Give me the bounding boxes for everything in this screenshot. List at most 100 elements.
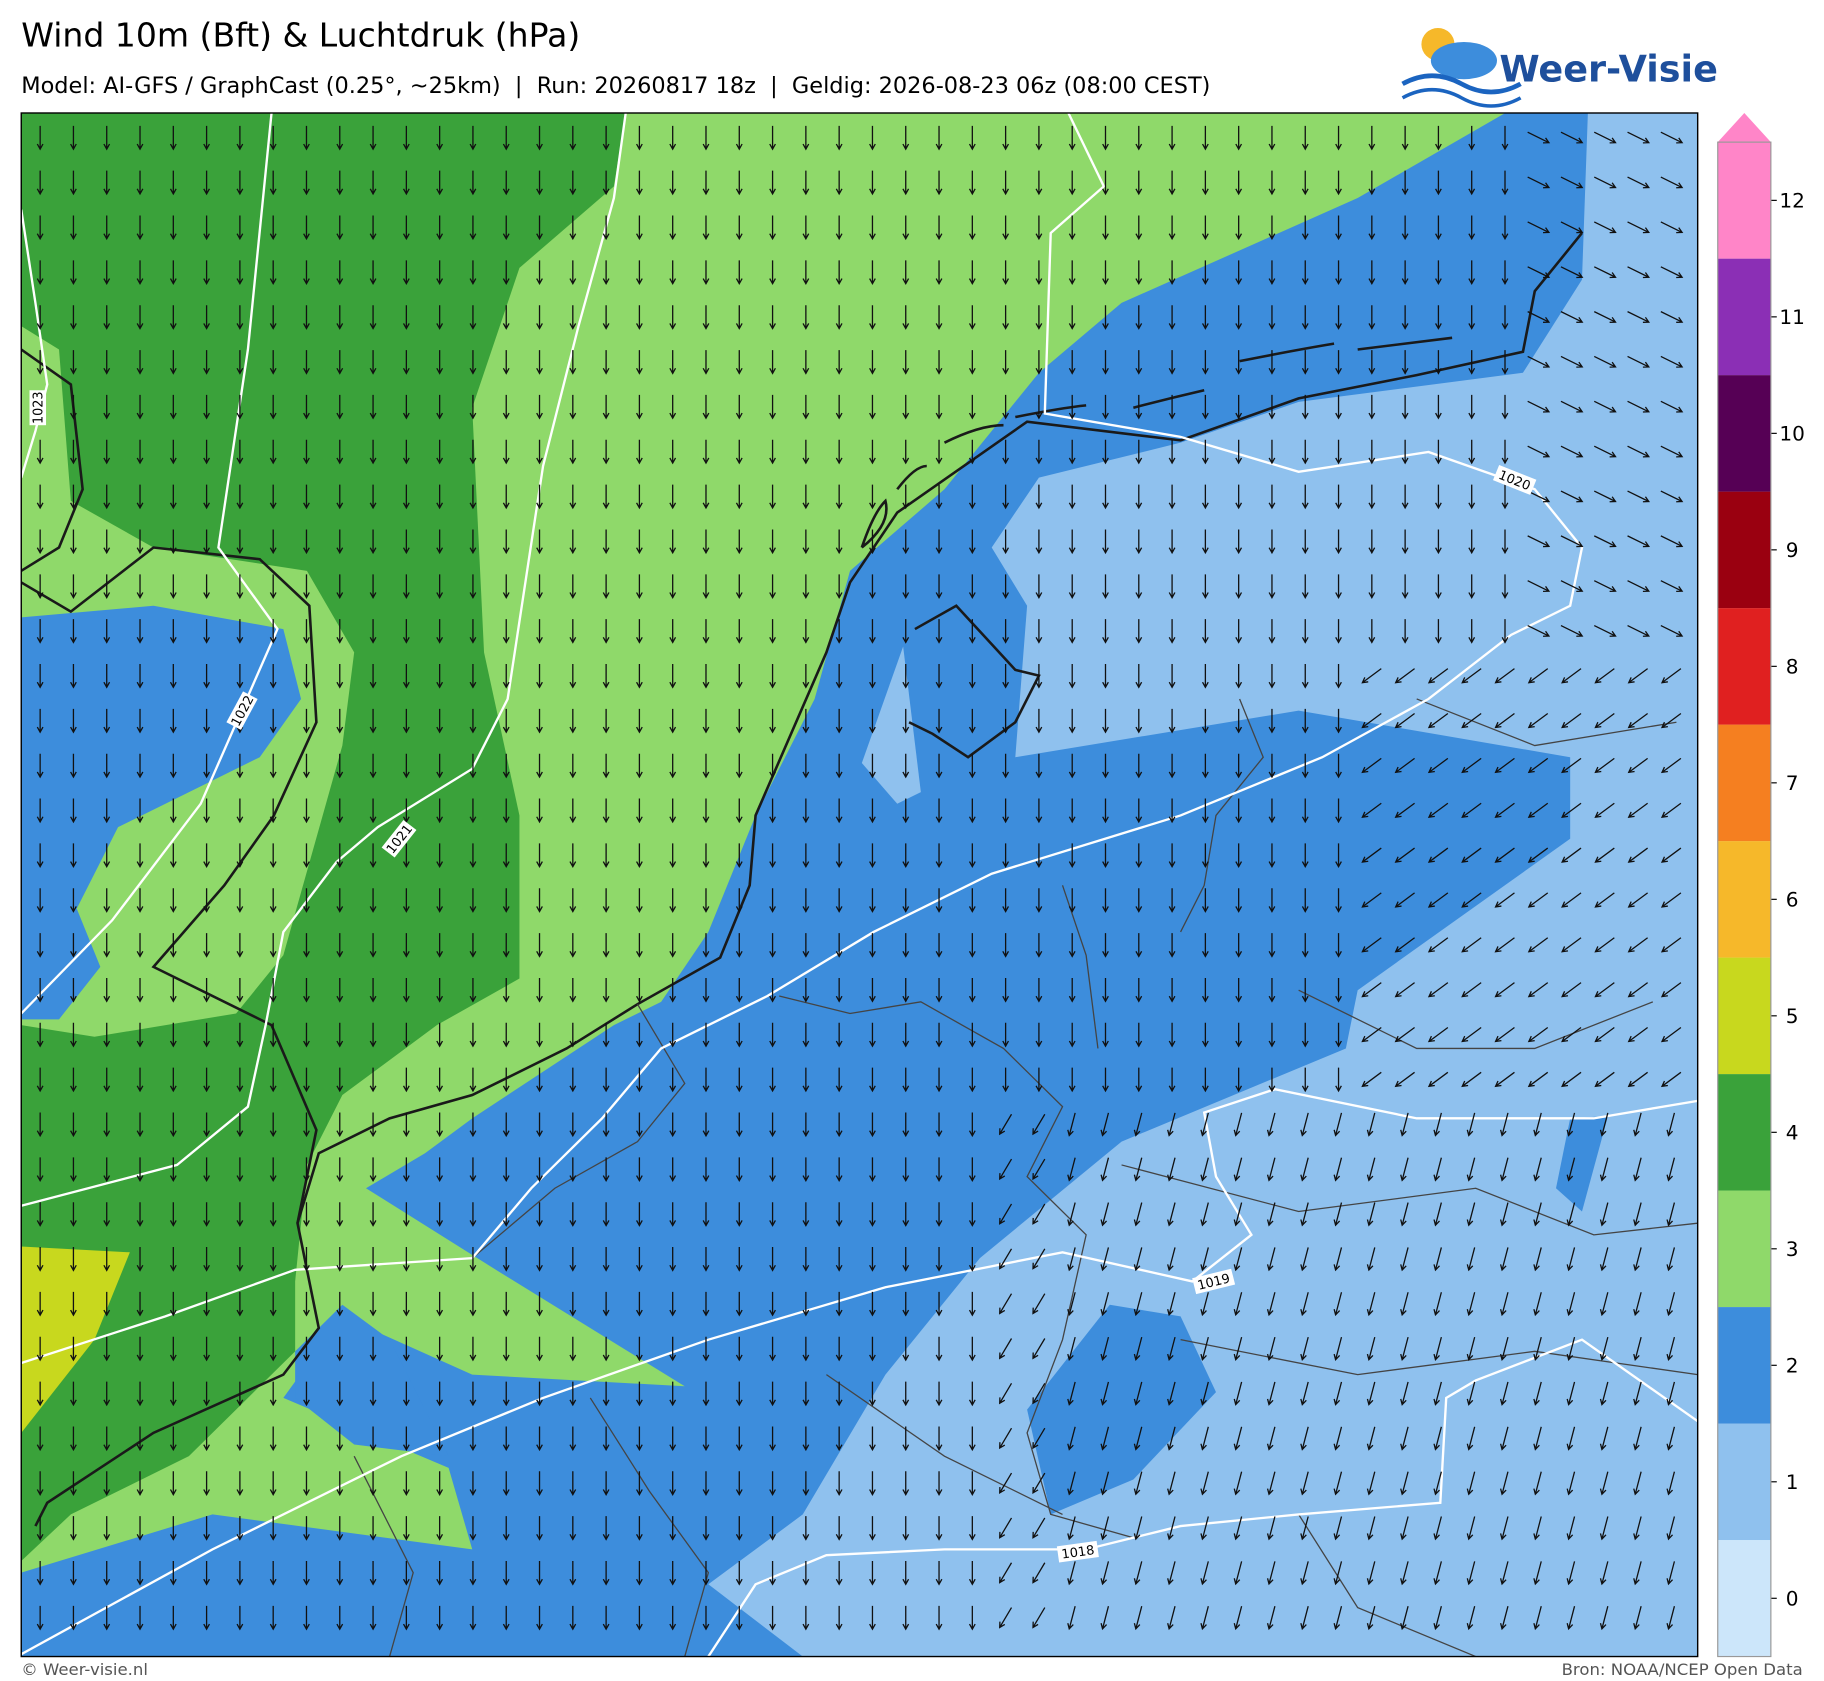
wind-arrow [1067,1112,1076,1137]
wind-arrow [336,1067,344,1093]
colorbar-segment [1717,724,1771,842]
wind-arrow [1400,1606,1409,1631]
wind-arrow [869,619,876,644]
wind-arrow [1533,1202,1542,1227]
wind-arrow [1035,394,1043,420]
wind-arrow [303,708,310,734]
wind-arrow [136,1471,144,1496]
wind-arrow [902,350,910,375]
wind-arrow [1200,1516,1209,1541]
wind-arrow [1666,1112,1676,1137]
wind-arrow [1067,1381,1076,1406]
wind-arrow [1666,1247,1676,1272]
wind-arrow [1135,798,1143,824]
wind-arrow [1533,1471,1542,1496]
wind-arrow [436,1605,444,1631]
wind-arrow [1627,266,1651,279]
wind-arrow [735,977,743,1003]
wind-arrow [636,1291,643,1317]
wind-arrow [1627,668,1649,684]
wind-arrow [1333,1606,1343,1631]
wind-arrow [935,1561,943,1586]
wind-arrow [1466,1112,1476,1137]
wind-arrow [802,753,810,779]
wind-arrow [436,1022,444,1048]
wind-arrow [502,394,510,420]
wind-arrow [769,529,776,555]
wind-arrow [1168,753,1176,779]
wind-arrow [869,170,876,196]
wind-arrow [636,798,643,824]
wind-arrow [536,529,543,555]
wind-arrow [1135,888,1143,913]
wind-arrow [269,1471,277,1496]
wind-arrow [999,1248,1013,1270]
colorbar-label: 7 [1786,772,1799,795]
wind-arrow [1368,439,1376,465]
wind-arrow [1032,1293,1046,1315]
wind-arrow [1468,529,1476,555]
colorbar-segment [1717,1540,1771,1657]
wind-arrow [1627,131,1651,144]
wind-arrow [1002,798,1010,824]
wind-arrow [869,933,876,958]
wind-arrow [1335,888,1342,913]
wind-arrow [702,708,710,734]
wind-arrow [1560,176,1584,189]
wind-arrow [169,215,177,241]
wind-arrow [1660,580,1684,593]
wind-arrow [1566,1471,1576,1496]
wind-arrow [1335,125,1342,151]
wind-arrow [436,1157,444,1182]
wind-arrow [1435,215,1442,241]
wind-arrow [1035,529,1043,555]
wind-arrow [636,843,643,869]
wind-arrow [869,574,876,599]
wind-arrow [369,619,377,644]
wind-arrow [469,1022,477,1048]
wind-arrow [169,1561,177,1586]
wind-arrow [602,1381,610,1407]
wind-arrow [1235,1067,1243,1093]
wind-arrow [502,574,510,599]
wind-arrow [999,1383,1013,1405]
wind-arrow [602,529,610,555]
wind-arrow [236,1605,244,1631]
wind-arrow [1135,708,1143,734]
wind-arrow [1660,937,1682,953]
wind-arrow [1368,529,1376,555]
wind-arrow [1268,1022,1276,1048]
wind-arrow [436,977,444,1003]
wind-arrow [669,1336,677,1362]
wind-arrow [602,1291,610,1317]
wind-arrow [999,1338,1013,1360]
wind-arrow [1266,1471,1276,1496]
wind-arrow [203,798,211,824]
wind-arrow [1035,170,1043,196]
wind-arrow [402,977,410,1003]
wind-arrow [769,664,776,689]
wind-arrow [36,1022,44,1048]
wind-arrow [1468,439,1476,465]
wind-arrow [1200,1336,1209,1362]
wind-arrow [1401,484,1409,510]
wind-arrow [70,215,77,241]
wind-arrow [1201,484,1209,510]
wind-arrow [203,1561,211,1586]
wind-arrow [636,529,643,555]
wind-arrow [669,1291,677,1317]
wind-arrow [1268,1067,1276,1093]
wind-arrow [669,1157,677,1182]
wind-arrow [835,1381,843,1407]
wind-arrow [369,1247,377,1272]
wind-arrow [1599,1336,1609,1362]
wind-arrow [636,708,643,734]
wind-arrow [402,574,410,599]
wind-arrow [769,753,776,779]
wind-arrow [569,843,577,869]
wind-arrow [735,305,743,330]
wind-arrow [735,125,743,151]
wind-arrow [1400,1561,1409,1586]
wind-arrow [502,484,510,510]
